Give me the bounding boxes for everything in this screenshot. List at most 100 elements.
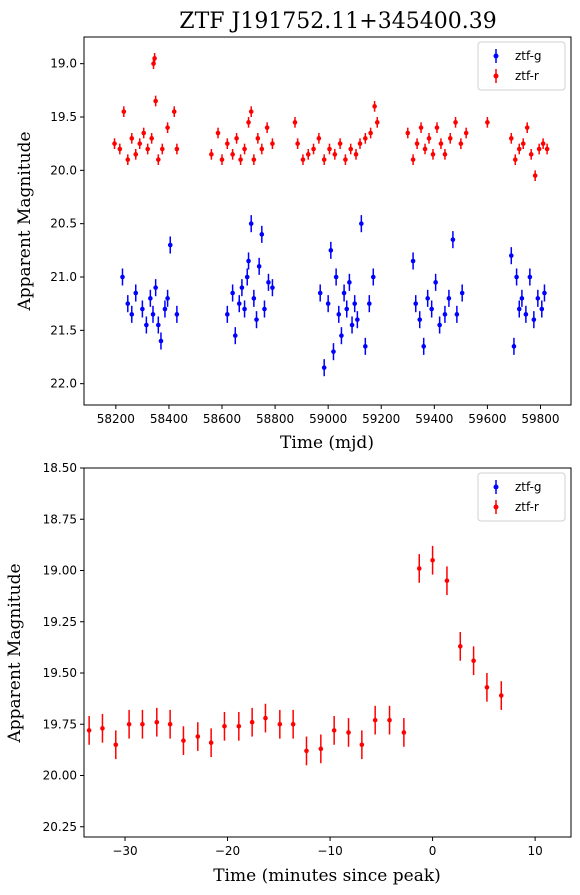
data-marker xyxy=(535,296,541,301)
data-marker xyxy=(171,109,177,114)
top-plot-frame xyxy=(83,36,572,406)
data-marker xyxy=(410,157,416,162)
data-point-ztf-r xyxy=(318,734,324,764)
data-marker xyxy=(531,317,537,322)
top-legend-label-g: ztf-g xyxy=(515,49,542,63)
data-marker xyxy=(484,685,490,690)
data-marker xyxy=(248,109,254,114)
y-tick-label: 18.75 xyxy=(43,512,77,526)
x-tick-label: 0 xyxy=(429,844,437,858)
data-marker xyxy=(236,301,242,306)
data-marker xyxy=(167,242,173,248)
data-marker xyxy=(239,285,245,290)
y-tick-label: 20.5 xyxy=(50,217,77,231)
data-point-ztf-r xyxy=(327,143,332,155)
data-point-ztf-r xyxy=(372,101,377,112)
x-tick-label: 58600 xyxy=(203,412,241,426)
data-point-ztf-r xyxy=(171,106,177,117)
data-point-ztf-r xyxy=(277,709,283,739)
data-marker xyxy=(304,748,309,754)
x-tick-label: 58400 xyxy=(150,412,188,426)
data-marker xyxy=(195,734,201,739)
data-point-ztf-g xyxy=(519,289,525,307)
x-tick-label: 58200 xyxy=(97,412,135,426)
bottom-plot-frame xyxy=(83,467,572,838)
data-marker xyxy=(485,120,490,125)
data-point-ztf-g xyxy=(259,225,265,243)
data-marker xyxy=(117,146,123,152)
data-marker xyxy=(355,317,360,322)
data-marker xyxy=(410,258,416,264)
data-point-ztf-g xyxy=(129,305,135,323)
data-marker xyxy=(413,301,419,306)
data-point-ztf-g xyxy=(370,268,376,286)
data-marker xyxy=(238,157,243,162)
data-marker xyxy=(359,742,365,748)
data-marker xyxy=(498,693,504,698)
data-point-ztf-r xyxy=(219,154,225,165)
y-tick-label: 18.50 xyxy=(43,461,77,475)
data-point-ztf-r xyxy=(444,566,450,596)
top-legend-label-r: ztf-r xyxy=(515,69,539,83)
data-point-ztf-r xyxy=(264,122,270,133)
data-marker xyxy=(263,715,268,721)
data-point-ztf-g xyxy=(248,215,254,233)
data-marker xyxy=(249,719,255,725)
data-marker xyxy=(512,157,518,162)
data-point-ztf-g xyxy=(321,359,327,377)
data-point-ztf-g xyxy=(341,284,347,302)
data-point-ztf-r xyxy=(270,138,275,149)
data-marker xyxy=(321,365,327,370)
y-tick-label: 21.0 xyxy=(50,270,77,284)
data-marker xyxy=(262,306,267,312)
data-marker xyxy=(339,333,344,338)
data-point-ztf-g xyxy=(511,337,517,355)
data-point-ztf-r xyxy=(263,703,268,733)
data-point-ztf-r xyxy=(249,707,255,737)
data-point-ztf-r xyxy=(337,138,343,149)
data-point-ztf-r xyxy=(430,149,436,160)
data-point-ztf-r xyxy=(230,149,235,160)
data-marker xyxy=(446,296,452,301)
data-marker xyxy=(112,141,117,146)
data-point-ztf-g xyxy=(425,289,430,307)
data-point-ztf-r xyxy=(343,154,348,165)
data-marker xyxy=(133,152,139,157)
data-point-ztf-r xyxy=(438,138,444,149)
data-marker xyxy=(230,290,235,296)
y-tick-label: 19.00 xyxy=(43,564,77,578)
data-marker xyxy=(430,557,435,563)
data-point-ztf-r xyxy=(215,127,221,139)
data-point-ztf-r xyxy=(536,143,542,155)
data-marker xyxy=(387,717,392,723)
data-marker xyxy=(422,146,428,152)
data-marker xyxy=(174,146,180,152)
data-marker xyxy=(140,721,145,727)
data-point-ztf-g xyxy=(531,311,537,329)
data-marker xyxy=(305,152,311,157)
data-point-ztf-r xyxy=(540,138,546,149)
data-point-ztf-r xyxy=(422,143,428,155)
data-marker xyxy=(165,125,170,130)
x-tick-label: 58800 xyxy=(256,412,294,426)
data-point-ztf-g xyxy=(433,273,438,291)
data-marker xyxy=(181,738,186,743)
data-point-ztf-g xyxy=(437,316,442,334)
data-marker xyxy=(417,317,423,322)
data-point-ztf-g xyxy=(262,300,267,318)
bottom-legend-label-g: ztf-g xyxy=(515,480,542,494)
data-marker xyxy=(242,306,247,312)
data-marker xyxy=(437,322,442,328)
data-point-ztf-g xyxy=(317,284,323,302)
data-marker xyxy=(370,274,376,280)
data-marker xyxy=(100,726,105,731)
data-marker xyxy=(430,152,436,157)
data-point-ztf-r xyxy=(113,730,119,760)
data-point-ztf-r xyxy=(463,127,469,139)
data-point-ztf-g xyxy=(539,300,545,318)
data-marker xyxy=(433,280,438,285)
data-marker xyxy=(458,141,464,146)
data-marker xyxy=(120,274,125,280)
data-point-ztf-r xyxy=(154,707,160,737)
data-point-ztf-r xyxy=(528,149,534,160)
